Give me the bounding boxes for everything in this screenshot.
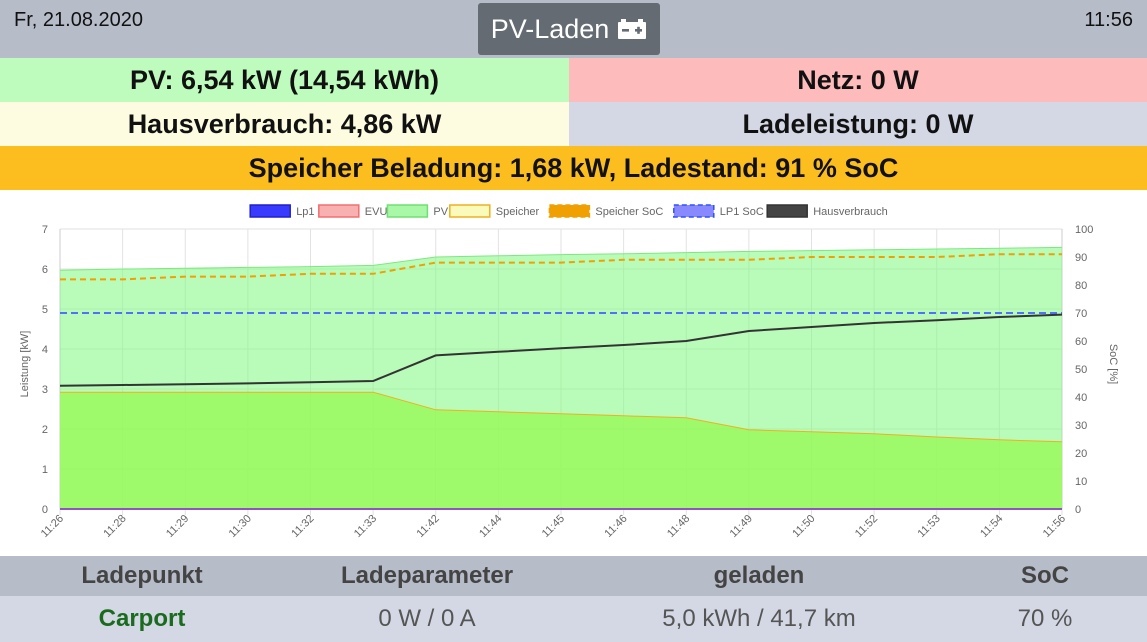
y-tick-label: 3 <box>42 384 48 396</box>
x-tick-label: 11:44 <box>477 513 504 540</box>
top-bar: Fr, 21.08.2020 PV-Laden 11:56 <box>0 0 1147 58</box>
legend-swatch-speicher <box>449 204 491 218</box>
y2-tick-label: 40 <box>1075 392 1087 404</box>
col-header-ladepunkt: Ladepunkt <box>81 562 203 589</box>
x-tick-label: 11:28 <box>101 513 128 540</box>
legend-swatch-pv <box>386 204 429 218</box>
legend-label-hausverbrauch: Hausverbrauch <box>813 206 888 218</box>
chart-legend: Lp1 EVU PV Speicher Speicher SoC LP1 SoC Hausv… <box>249 204 888 218</box>
y-axis-label: Leistung [kW] <box>19 331 31 398</box>
x-tick-label: 11:42 <box>414 513 441 540</box>
charge-points-table-header: Ladepunkt Ladeparameter geladen SoC <box>0 556 1147 596</box>
y-tick-label: 1 <box>42 464 48 476</box>
x-tick-label: 11:30 <box>227 513 254 540</box>
y2-tick-label: 70 <box>1075 308 1087 320</box>
x-tick-label: 11:54 <box>978 513 1005 540</box>
x-tick-label: 11:32 <box>289 513 316 540</box>
y-tick-label: 2 <box>42 424 48 436</box>
legend-label-speicher: Speicher <box>496 206 540 218</box>
y-tick-label: 4 <box>42 344 48 356</box>
legend-swatch-evu <box>318 204 360 218</box>
y2-axis-label: SoC [%] <box>1107 344 1119 384</box>
legend-label-speicher-soc: Speicher SoC <box>595 206 663 218</box>
grid-status: Netz: 0 W <box>569 58 1147 102</box>
legend-swatch-lp1 <box>249 204 291 218</box>
x-tick-label: 11:53 <box>915 513 942 540</box>
series-hausverbrauch-line <box>59 313 1063 387</box>
col-header-geladen: geladen <box>713 562 805 589</box>
x-tick-label: 11:29 <box>164 513 191 540</box>
x-tick-label: 11:48 <box>665 513 692 540</box>
right-axis-ticks: 0 10 20 30 40 50 60 70 80 90 100 <box>1075 224 1093 516</box>
y-tick-label: 0 <box>42 504 48 516</box>
x-tick-label: 11:45 <box>540 513 567 540</box>
charge-mode-button[interactable]: PV-Laden <box>478 3 660 55</box>
y2-tick-label: 30 <box>1075 420 1087 432</box>
y2-tick-label: 20 <box>1075 448 1087 460</box>
battery-charge-icon <box>617 18 647 40</box>
y2-tick-label: 50 <box>1075 364 1087 376</box>
y-tick-label: 5 <box>42 304 48 316</box>
charge-mode-label: PV-Laden <box>490 13 610 44</box>
legend-swatch-lp1-soc <box>673 204 715 218</box>
y2-tick-label: 60 <box>1075 336 1087 348</box>
legend-label-evu: EVU <box>365 206 388 218</box>
house-consumption-status: Hausverbrauch: 4,86 kW <box>0 102 569 146</box>
pv-status: PV: 6,54 kW (14,54 kWh) <box>0 58 569 102</box>
col-header-soc: SoC <box>1021 562 1069 589</box>
x-tick-label: 11:50 <box>790 513 817 540</box>
legend-label-lp1-soc: LP1 SoC <box>720 206 764 218</box>
y2-tick-label: 90 <box>1075 252 1087 264</box>
x-tick-label: 11:33 <box>352 513 379 540</box>
series-speicher-area <box>60 392 1062 509</box>
current-time: 11:56 <box>1084 9 1133 31</box>
x-axis-ticks: 11:26 11:28 11:29 11:30 11:32 11:33 11:42 11:44… <box>39 513 1068 540</box>
charged-amount: 5,0 kWh / 41,7 km <box>662 605 856 632</box>
x-tick-label: 11:49 <box>728 513 755 540</box>
chart-areas <box>60 247 1062 509</box>
legend-swatch-speicher-soc <box>548 204 591 218</box>
charging-power-status: Ladeleistung: 0 W <box>569 102 1147 146</box>
y2-tick-label: 80 <box>1075 280 1087 292</box>
x-tick-label: 11:26 <box>39 513 66 540</box>
charge-parameters: 0 W / 0 A <box>378 605 476 632</box>
x-tick-label: 11:56 <box>1041 513 1068 540</box>
y-tick-label: 7 <box>42 224 48 236</box>
charge-point-name[interactable]: Carport <box>98 605 186 632</box>
table-row[interactable]: Carport 0 W / 0 A 5,0 kWh / 41,7 km 70 % <box>0 596 1147 642</box>
series-speicher-line <box>60 391 1063 443</box>
col-header-ladeparameter: Ladeparameter <box>340 562 514 589</box>
y2-tick-label: 0 <box>1075 504 1081 516</box>
current-date: Fr, 21.08.2020 <box>14 9 143 31</box>
legend-swatch-hausverbrauch <box>766 204 808 218</box>
x-tick-label: 11:52 <box>853 513 880 540</box>
x-tick-label: 11:46 <box>602 513 629 540</box>
left-axis-ticks: 0 1 2 3 4 5 6 7 <box>42 224 48 516</box>
series-pv-line <box>59 246 1063 271</box>
y-tick-label: 6 <box>42 264 48 276</box>
series-speicher-soc-line <box>60 253 1062 281</box>
legend-label-lp1: Lp1 <box>296 206 314 218</box>
storage-status: Speicher Beladung: 1,68 kW, Ladestand: 9… <box>0 146 1147 190</box>
chart-lines <box>59 246 1063 510</box>
power-chart: Lp1 EVU PV Speicher Speicher SoC LP1 SoC Hausv… <box>19 204 1119 540</box>
y2-tick-label: 10 <box>1075 476 1087 488</box>
y2-tick-label: 100 <box>1075 224 1093 236</box>
vehicle-soc: 70 % <box>1017 605 1073 632</box>
legend-label-pv: PV <box>433 206 448 218</box>
